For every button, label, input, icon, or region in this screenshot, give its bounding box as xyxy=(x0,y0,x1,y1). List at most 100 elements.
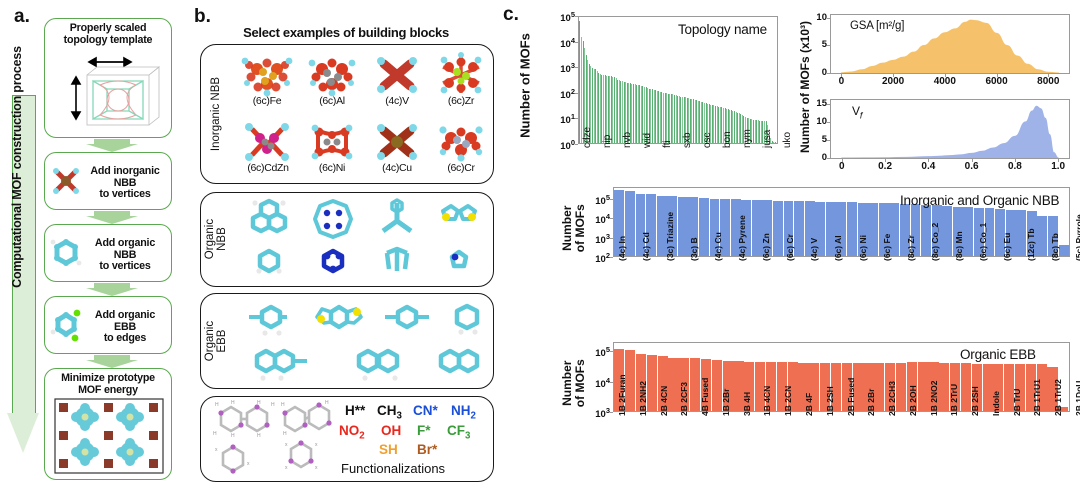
bar xyxy=(715,105,716,143)
x-tick-label: (8c) Co_2 xyxy=(929,222,940,261)
bar xyxy=(661,92,663,143)
x-tick-label: 3B 4H xyxy=(741,391,752,416)
x-tick-label: (12c) Tb xyxy=(1025,228,1036,261)
y-tick-mark xyxy=(827,139,830,141)
bar xyxy=(692,99,694,143)
svg-text:H: H xyxy=(271,402,275,408)
step-label-inorganic-nbb: Add inorganic NBB to vertices xyxy=(90,164,160,201)
y-tick-label: 0 xyxy=(821,67,827,78)
bar xyxy=(809,362,820,411)
bar xyxy=(931,205,942,256)
bar xyxy=(591,67,593,143)
bar xyxy=(639,85,641,143)
y-tick-label: 10 xyxy=(816,115,827,127)
bar xyxy=(595,69,597,143)
bar xyxy=(683,97,685,143)
x-tick-mark xyxy=(841,74,843,77)
x-tick-label: 2B 2CF3 xyxy=(679,381,690,416)
bar xyxy=(680,96,682,143)
x-tick-label: 2B 2Br xyxy=(866,388,877,416)
bar xyxy=(610,76,612,143)
bar xyxy=(708,104,710,143)
x-tick-mark xyxy=(893,74,895,77)
bar xyxy=(963,207,974,256)
y-tick-label: 103 xyxy=(595,231,610,246)
func-nh2: NH2 xyxy=(451,403,476,422)
x-tick-mark xyxy=(841,159,843,162)
x-tick-label: cdze xyxy=(582,126,593,148)
bar xyxy=(598,72,600,143)
x-tick-label: 2B 1TrU1 xyxy=(1032,379,1043,416)
svg-text:x: x xyxy=(315,442,318,448)
bar xyxy=(857,202,868,256)
bar xyxy=(642,86,644,143)
bar xyxy=(757,120,759,143)
bar xyxy=(1026,211,1037,256)
bar xyxy=(773,141,775,143)
bar xyxy=(623,81,625,143)
bar xyxy=(617,79,619,143)
bar xyxy=(646,194,656,256)
panel-b-letter: b. xyxy=(194,6,211,27)
func-br: Br* xyxy=(417,442,438,457)
bar xyxy=(995,209,1006,256)
func-sh: SH xyxy=(379,442,398,457)
bar xyxy=(885,363,896,411)
x-tick-label: 8000 xyxy=(1037,76,1060,87)
step-box-minimize-energy: Minimize prototype MOF energy xyxy=(44,368,172,480)
func-f: F* xyxy=(417,423,431,438)
y-tick-mark xyxy=(827,45,830,47)
structure-caption: (4c)V xyxy=(385,95,409,107)
bar xyxy=(727,109,729,143)
bar xyxy=(637,85,639,143)
x-tick-label: 2B 2CH3 xyxy=(887,381,898,416)
flow-connector-1 xyxy=(86,139,138,152)
bar xyxy=(906,362,917,411)
bar xyxy=(993,363,1004,411)
x-tick-label: 1.0 xyxy=(1051,161,1066,172)
x-tick-label: 0.6 xyxy=(964,161,979,172)
bar xyxy=(738,113,740,143)
bar xyxy=(631,83,633,143)
bar xyxy=(596,71,598,143)
bar xyxy=(744,361,755,411)
step-box-organic-nbb: Add organic NBB to vertices xyxy=(44,224,172,282)
bar xyxy=(763,120,765,143)
y-tick-mark xyxy=(610,218,613,220)
bar xyxy=(659,91,661,143)
y-tick-label: 104 xyxy=(595,212,610,227)
bar xyxy=(664,92,666,143)
bar xyxy=(910,204,921,256)
bar xyxy=(681,96,683,143)
topology-template-icon xyxy=(70,56,161,126)
bar xyxy=(624,191,635,256)
y-tick-label: 103 xyxy=(560,61,575,76)
svg-text:H: H xyxy=(281,402,285,408)
bar xyxy=(635,193,646,256)
bar xyxy=(1036,363,1047,411)
x-tick-mark xyxy=(944,74,946,77)
organic-ebb-icon xyxy=(50,309,81,342)
bar xyxy=(830,363,842,411)
y-tick-mark xyxy=(575,41,578,43)
y-tick-label: 105 xyxy=(595,192,610,207)
bar xyxy=(917,362,928,411)
y-tick-mark xyxy=(610,412,613,413)
step-label-minimize-energy: Minimize prototype MOF energy xyxy=(61,372,155,396)
group-organic-nbb: Organic NBB xyxy=(200,192,494,287)
bar xyxy=(662,92,664,143)
bar xyxy=(667,93,669,143)
func-h: H** xyxy=(345,403,366,418)
bar xyxy=(698,197,709,256)
topology-plot-area xyxy=(578,16,778,144)
bar xyxy=(749,118,751,143)
bar xyxy=(1014,363,1026,411)
vf-title: Vf xyxy=(852,104,863,121)
func-cf3: CF3 xyxy=(447,423,471,442)
x-tick-mark xyxy=(996,74,998,77)
x-tick-mark xyxy=(928,159,930,162)
bar xyxy=(625,349,636,411)
y-tick-mark xyxy=(610,381,613,383)
y-tick-mark xyxy=(827,158,830,159)
y-tick-label: 102 xyxy=(595,251,610,266)
